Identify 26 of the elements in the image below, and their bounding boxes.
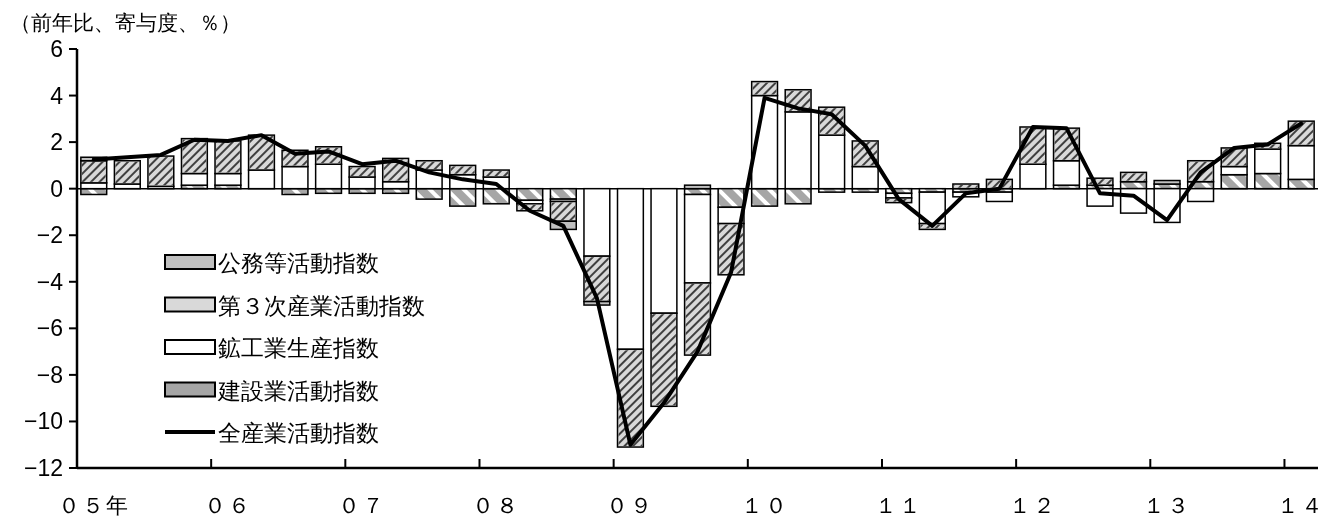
legend-label: 建設業活動指数 <box>217 377 379 404</box>
y-tick-label: −10 <box>23 408 63 435</box>
legend-label: 全産業活動指数 <box>218 420 379 446</box>
y-tick-label: 2 <box>50 129 63 156</box>
x-tick-label: １２ <box>1008 493 1057 518</box>
x-tick-label: ０６ <box>203 493 252 518</box>
x-tick-label: ０７ <box>338 493 387 518</box>
x-tick-label: １１ <box>874 493 923 518</box>
x-tick-label: ０８ <box>472 493 521 518</box>
legend-label: 公務等活動指数 <box>218 250 379 276</box>
y-tick-label: −4 <box>36 268 64 295</box>
x-tick-label: １３ <box>1143 493 1192 518</box>
legend-label: 第３次産業活動指数 <box>218 292 425 319</box>
y-tick-label: −2 <box>36 222 63 249</box>
y-tick-label: −8 <box>36 361 63 388</box>
x-tick-label: １４ <box>1277 493 1326 518</box>
y-tick-label: 0 <box>50 175 63 202</box>
legend-label: 鉱工業生産指数 <box>218 335 379 361</box>
y-tick-label: −6 <box>36 315 63 342</box>
x-tick-label: １０ <box>740 493 789 518</box>
y-tick-label: 6 <box>50 36 63 62</box>
y-axis-title: （前年比、寄与度、％） <box>10 11 241 34</box>
y-tick-label: −12 <box>23 455 63 481</box>
x-tick-label: ０９ <box>606 493 655 518</box>
y-tick-label: 4 <box>50 82 64 109</box>
x-tick-label: ０５年 <box>57 493 130 518</box>
